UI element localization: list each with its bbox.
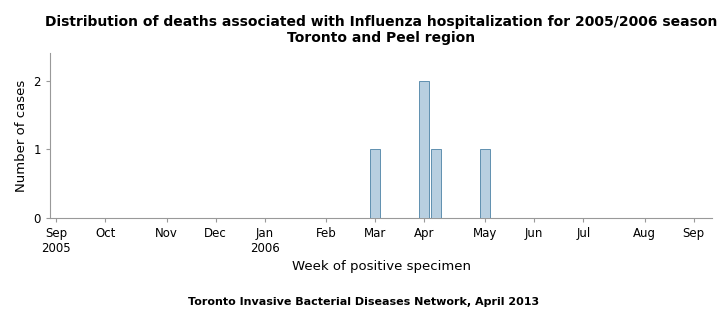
Bar	[480, 149, 491, 218]
Bar	[431, 149, 441, 218]
Y-axis label: Number of cases: Number of cases	[15, 79, 28, 192]
Bar	[370, 149, 380, 218]
Text: Toronto Invasive Bacterial Diseases Network, April 2013: Toronto Invasive Bacterial Diseases Netw…	[188, 297, 539, 307]
Bar	[419, 81, 429, 218]
X-axis label: Week of positive specimen: Week of positive specimen	[292, 260, 470, 273]
Title: Distribution of deaths associated with Influenza hospitalization for 2005/2006 s: Distribution of deaths associated with I…	[45, 15, 718, 45]
